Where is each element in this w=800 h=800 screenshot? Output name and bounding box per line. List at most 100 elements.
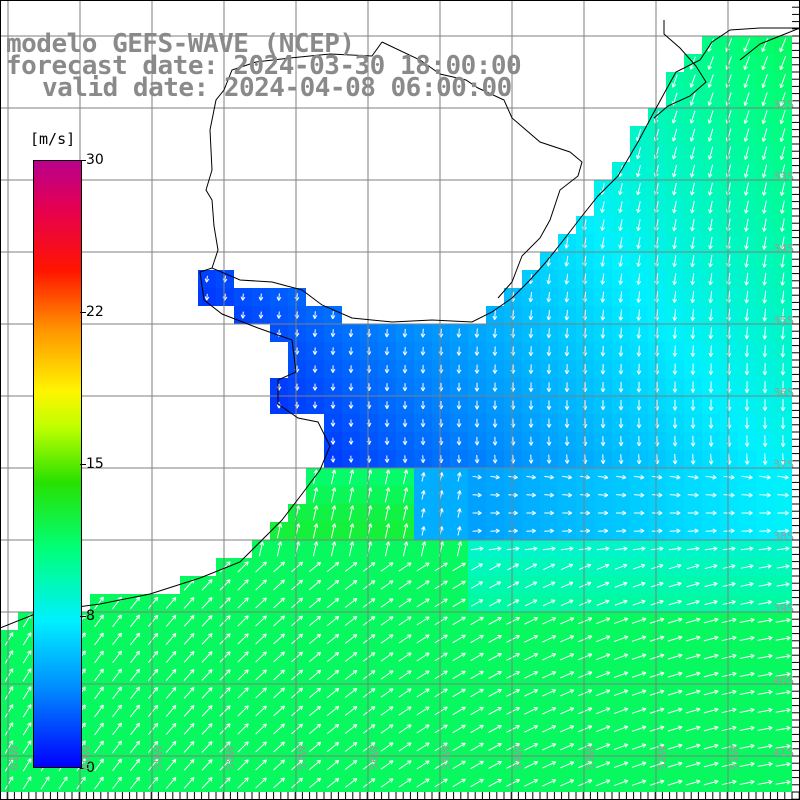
wind-arrow-head [641,707,647,710]
wind-arrow-head [604,581,610,584]
wind-arrow-head [348,386,352,391]
wind-arrow [601,237,605,249]
wind-arrow [580,475,590,479]
wind-arrow-head [404,369,408,374]
wind-arrow [384,541,390,557]
wind-arrow-head [316,505,319,510]
wind-arrow [260,293,262,301]
wind-arrow-head [298,579,303,582]
wind-arrow-head [728,460,732,465]
wind-arrow-head [258,314,262,319]
wind-arrow [494,310,496,320]
wind-arrow-head [570,707,575,712]
wind-arrow-head [388,487,391,492]
wind-arrow-head [388,469,391,474]
wind-arrow [201,669,213,681]
wind-arrow [219,687,231,699]
wind-arrow-head [459,472,462,477]
wind-arrow-head [673,245,677,250]
wind-arrow-head [532,474,536,478]
wind-arrow [757,619,773,623]
wind-arrow-head [784,512,789,516]
wind-arrow-head [782,389,786,394]
wind-arrow [649,726,665,732]
wind-arrow [777,494,789,496]
wind-arrow-head [262,651,267,654]
wind-arrow-head [660,762,665,766]
coastline [0,20,800,629]
wind-arrow-head [192,705,195,710]
wind-arrow-head [549,510,554,514]
wind-arrow-head [298,523,301,528]
wind-arrow-head [763,299,768,304]
wind-arrow-head [660,618,665,622]
wind-arrow [542,779,556,787]
wind-arrow-head [352,487,355,492]
wind-arrow [507,563,519,571]
wind-arrow [332,311,334,319]
wind-arrow-head [480,707,484,712]
wind-arrow-head [606,671,611,676]
wind-arrow [776,547,790,551]
wind-arrow-head [350,458,354,463]
wind-arrow-head [456,333,460,338]
wind-arrow-head [768,635,773,639]
wind-arrow-head [780,138,785,143]
wind-arrow [562,494,572,496]
wind-arrow-head [549,477,554,480]
wind-arrow [219,633,231,645]
wind-arrow-head [174,597,177,602]
wind-arrow-head [171,758,177,762]
wind-arrow-head [336,598,340,603]
wind-arrow [452,688,466,698]
wind-arrow [757,673,773,677]
wind-arrow [291,705,303,717]
wind-arrow-head [732,654,737,659]
wind-arrow-head [174,777,177,782]
wind-arrow-head [403,505,408,510]
wind-arrow-head [714,689,719,692]
wind-arrow [744,92,750,106]
wind-arrow-head [672,334,676,339]
wind-arrow-head [462,598,466,603]
wind-arrow [526,475,536,479]
wind-arrow-head [81,722,86,726]
wind-arrow [727,309,731,321]
wind-arrow-head [786,745,791,749]
coastline-segment [739,27,800,61]
wind-arrow-head [300,597,304,603]
wind-arrow-head [516,635,520,640]
wind-arrow-head [623,653,629,655]
wind-arrow [219,705,231,717]
wind-arrow-head [620,316,624,321]
wind-arrow-head [352,724,357,726]
wind-arrow-head [316,669,321,672]
wind-arrow-head [690,424,694,429]
wind-arrow-head [750,725,755,728]
wind-arrow [456,541,462,557]
wind-arrow-head [459,490,462,495]
wind-arrow [704,564,718,570]
wind-arrow-head [352,523,355,528]
wind-arrow-head [208,579,213,582]
wind-arrow-head [300,651,304,657]
wind-arrow [596,600,610,606]
wind-arrow-head [204,296,208,301]
wind-arrow-head [370,487,373,492]
wind-arrow-head [568,474,573,479]
wind-arrow [242,293,244,301]
wind-arrow [201,687,213,699]
wind-arrow [685,618,701,624]
wind-arrow-head [300,561,304,567]
wind-arrow-head [707,137,710,142]
wind-arrow [219,777,231,789]
wind-arrow-head [226,597,231,600]
wind-arrow [637,291,641,303]
wind-arrow [668,600,682,606]
wind-arrow-head [242,296,246,301]
wind-arrow-head [762,209,765,214]
colorbar-label: 8 [86,608,95,624]
wind-arrow-head [708,156,713,160]
wind-arrow-head [712,510,717,514]
wind-arrow-head [370,541,373,546]
